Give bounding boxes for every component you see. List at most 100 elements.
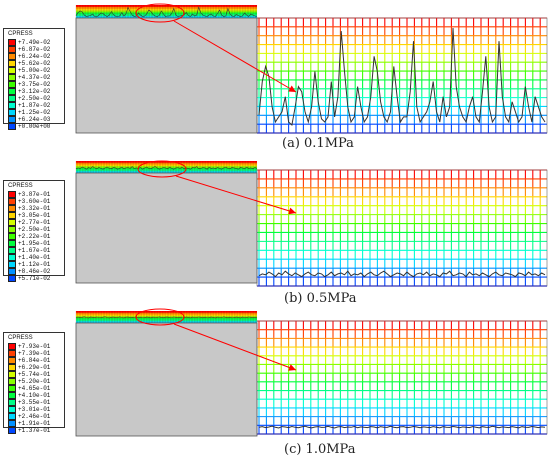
zoom-frame [256, 169, 548, 287]
legend-value: +6.84e-01 [18, 357, 51, 364]
legend-value: +3.05e-01 [18, 212, 51, 219]
model-view-c [75, 308, 548, 437]
zoom-profile-line [258, 27, 546, 126]
legend-value: +1.87e-02 [18, 102, 51, 109]
legend-value: +4.10e-01 [18, 392, 51, 399]
substrate-block [75, 172, 258, 284]
legend-swatch [8, 247, 16, 254]
highlight-ellipse [135, 308, 185, 326]
contact-layer-strip [76, 16, 257, 19]
legend-swatch [8, 350, 16, 357]
legend-swatch [8, 53, 16, 60]
legend-value: +1.37e-01 [18, 427, 51, 434]
legend-swatch [8, 67, 16, 74]
contact-profile-line [75, 316, 258, 319]
legend-value: +1.25e-02 [18, 109, 51, 116]
legend-title: CPRESS [8, 335, 33, 341]
legend-value: +3.12e-02 [18, 88, 51, 95]
legend-value: +1.67e-01 [18, 247, 51, 254]
legend-swatch [8, 406, 16, 413]
contact-layer-strip [76, 319, 257, 322]
legend-value: +1.95e-01 [18, 240, 51, 247]
zoom-profile-line [258, 270, 546, 278]
legend-swatch [8, 46, 16, 53]
legend-c: CPRESS +7.93e-01 +7.39e-01 +6.84e-01 +6.… [3, 332, 65, 434]
legend-swatch [8, 39, 16, 46]
legend-value: +3.01e-01 [18, 406, 51, 413]
legend-swatch [8, 212, 16, 219]
zoom-frame [256, 320, 548, 435]
legend-swatch [8, 357, 16, 364]
legend-value: +5.71e-02 [18, 275, 51, 282]
legend-swatch [8, 275, 16, 282]
legend-b: CPRESS +3.87e-01 +3.60e-01 +3.32e-01 +3.… [3, 180, 65, 282]
contact-layer-strip [76, 167, 257, 170]
legend-swatch [8, 60, 16, 67]
legend-value: +0.00e+00 [18, 123, 51, 130]
legend-value: +3.87e-01 [18, 191, 51, 198]
legend-swatch [8, 385, 16, 392]
legend-swatch [8, 240, 16, 247]
panel-c: CPRESS +7.93e-01 +7.39e-01 +6.84e-01 +6.… [0, 306, 550, 459]
legend-value: +6.87e-02 [18, 46, 51, 53]
zoom-arrow-line [175, 175, 297, 214]
legend-swatch [8, 116, 16, 123]
legend-value: +1.40e-01 [18, 254, 51, 261]
legend-value: +1.12e-01 [18, 261, 51, 268]
legend-value: +7.39e-01 [18, 350, 51, 357]
model-view-a [75, 3, 548, 134]
legend-swatch [8, 399, 16, 406]
legend-value: +6.29e-01 [18, 364, 51, 371]
legend-title: CPRESS [8, 183, 33, 189]
contact-layer-strip [76, 164, 257, 167]
zoom-arrow-head [288, 364, 296, 371]
legend-swatch [8, 198, 16, 205]
zoom-arrow-head [288, 207, 296, 215]
contact-layer-strip [76, 311, 257, 314]
panel-b: CPRESS +3.87e-01 +3.60e-01 +3.32e-01 +3.… [0, 153, 550, 308]
legend-swatch [8, 226, 16, 233]
zoom-arrow-head [288, 85, 296, 92]
contact-layer-strip [76, 169, 257, 172]
legend-value: +3.75e-02 [18, 81, 51, 88]
legend-value: +6.24e-03 [18, 116, 51, 123]
caption-b: (b) 0.5MPa [284, 291, 357, 306]
zoom-arrow-line [173, 20, 297, 93]
model-view-b [75, 160, 548, 287]
highlight-ellipse [137, 160, 187, 178]
legend-value: +6.24e-02 [18, 53, 51, 60]
zoom-profile-line [258, 425, 546, 429]
legend-value: +2.50e-01 [18, 226, 51, 233]
contact-layer-strip [76, 171, 257, 174]
caption-a: (a) 0.1MPa [282, 136, 354, 151]
legend-value: +2.22e-01 [18, 233, 51, 240]
legend-swatch [8, 254, 16, 261]
legend-swatch [8, 268, 16, 275]
legend-swatch [8, 81, 16, 88]
zoom-frame [256, 17, 548, 134]
contact-layer-strip [76, 14, 257, 17]
legend-swatch [8, 371, 16, 378]
legend-swatch [8, 102, 16, 109]
legend-swatch [8, 74, 16, 81]
legend-value: +5.20e-01 [18, 378, 51, 385]
contact-layer-strip [76, 317, 257, 320]
legend-value: +1.91e-01 [18, 420, 51, 427]
legend-swatch [8, 123, 16, 130]
panel-a: CPRESS +7.49e-02 +6.87e-02 +6.24e-02 +5.… [0, 0, 550, 155]
legend-swatch [8, 392, 16, 399]
legend-swatch [8, 261, 16, 268]
legend-swatch [8, 413, 16, 420]
contact-layer-strip [76, 321, 257, 324]
contact-profile-line [75, 166, 258, 170]
legend-swatch [8, 191, 16, 198]
legend-swatch [8, 109, 16, 116]
contact-layer-strip [76, 12, 257, 15]
substrate-block [75, 322, 258, 437]
legend-value: +4.37e-02 [18, 74, 51, 81]
legend-value: +3.55e-01 [18, 399, 51, 406]
legend-value: +5.62e-02 [18, 60, 51, 67]
substrate-block [75, 17, 258, 134]
contact-layer-strip [76, 162, 257, 165]
legend-value: +5.74e-01 [18, 371, 51, 378]
